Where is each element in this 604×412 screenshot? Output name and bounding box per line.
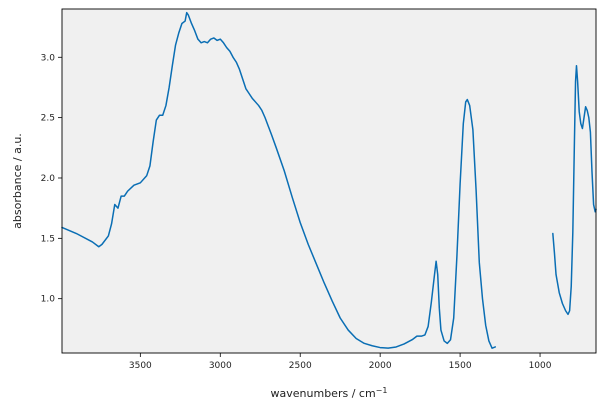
x-tick-label: 1000: [529, 361, 552, 371]
x-tick-label: 3500: [129, 361, 152, 371]
x-axis-ticks: 3500 3000 2500 2000 1500 1000: [129, 353, 552, 371]
x-tick-label: 1500: [449, 361, 472, 371]
axes-frame: [61, 8, 597, 354]
y-tick-label: 1.5: [41, 234, 55, 244]
x-axis-label-superscript: −1: [376, 386, 388, 395]
y-tick-label: 3.0: [41, 53, 56, 63]
y-tick-label: 1.0: [41, 295, 56, 305]
y-axis-ticks: 1.0 1.5 2.0 2.5 3.0: [41, 53, 62, 305]
y-axis-label: absorbance / a.u.: [11, 133, 24, 229]
x-tick-label: 2500: [289, 361, 312, 371]
x-tick-label: 3000: [209, 361, 232, 371]
spectrum-line-segment-1: [61, 11, 497, 349]
x-axis-label: wavenumbers / cm−1: [271, 386, 388, 400]
y-tick-label: 2.5: [41, 114, 55, 124]
series-layer: [61, 11, 597, 349]
y-tick-label: 2.0: [41, 174, 56, 184]
spectrum-line-segment-2: [552, 64, 597, 316]
x-tick-label: 2000: [369, 361, 392, 371]
x-axis-label-text: wavenumbers / cm: [271, 387, 376, 400]
